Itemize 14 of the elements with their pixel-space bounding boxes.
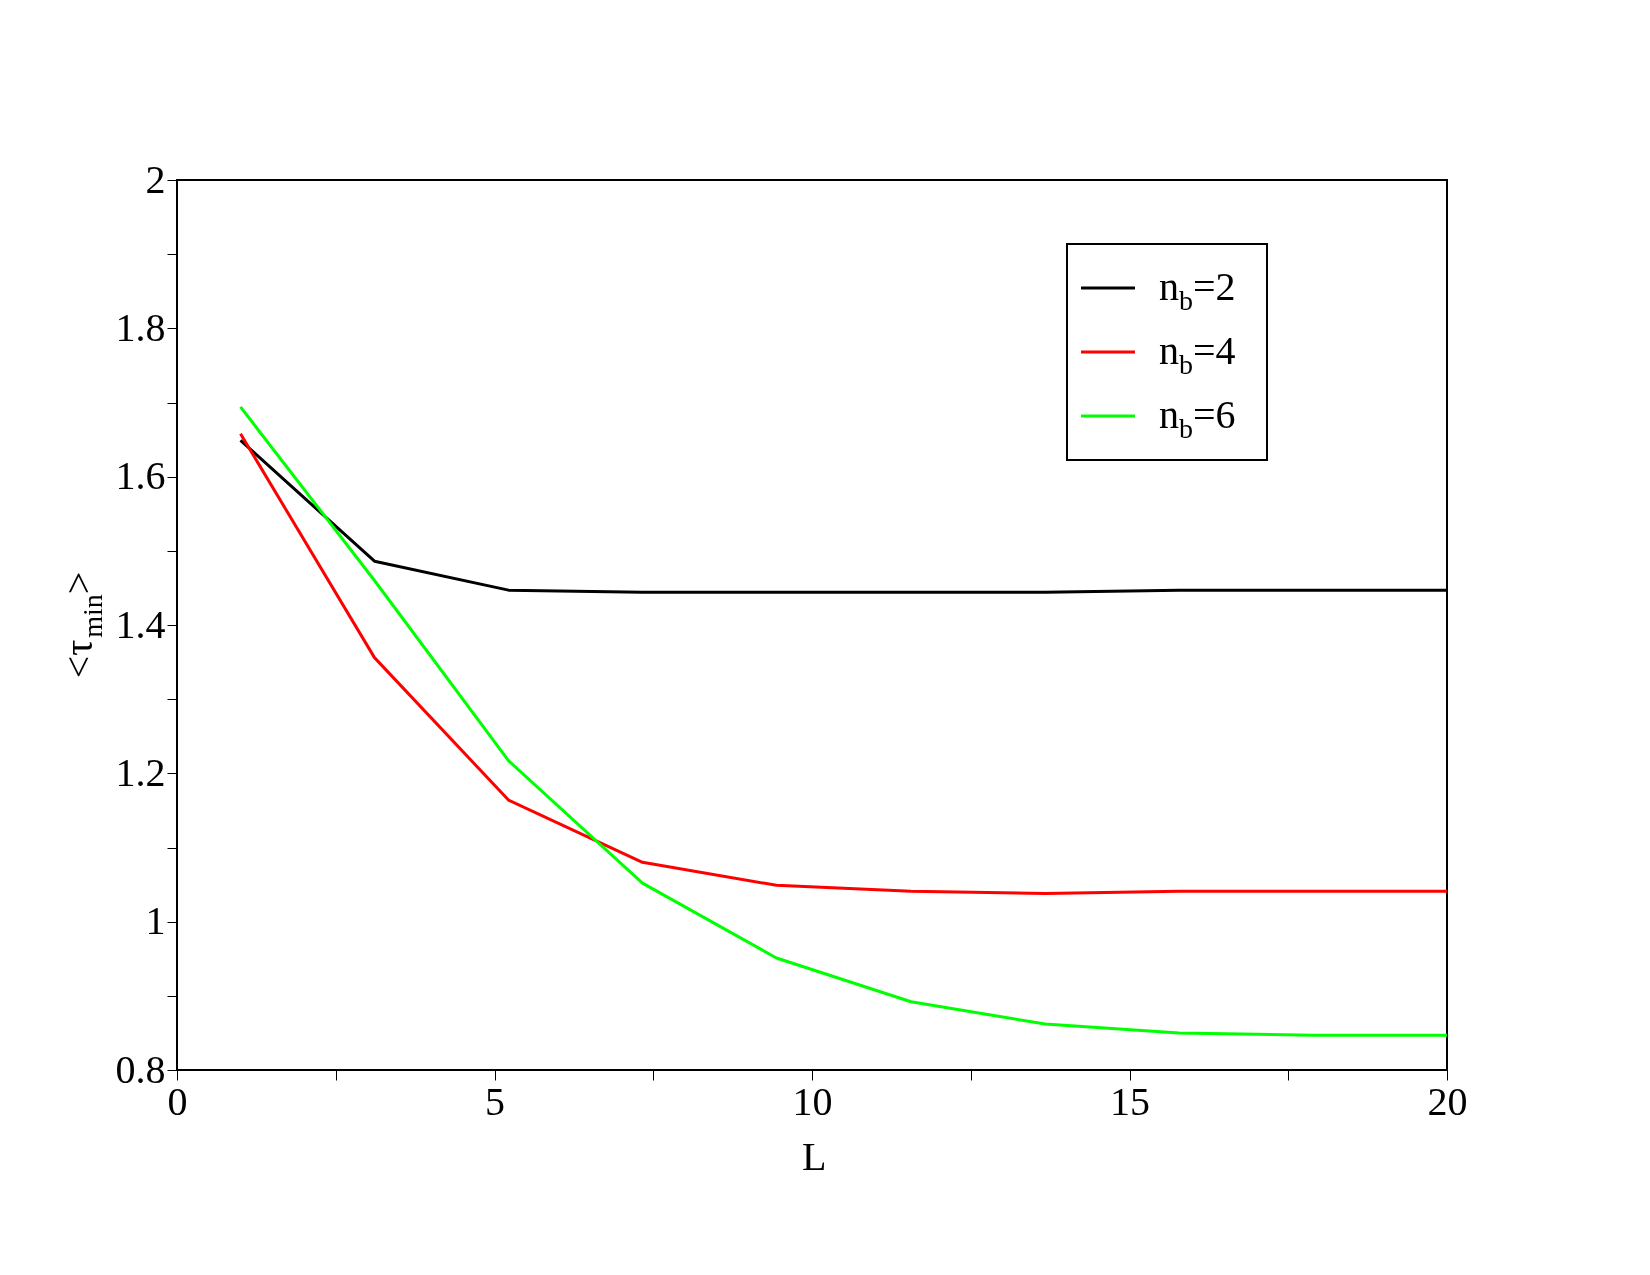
- y-tick-label: 0.8: [115, 1046, 166, 1092]
- x-tick-label: 5: [485, 1078, 505, 1124]
- x-axis-title: L: [802, 1134, 827, 1179]
- y-tick-label: 2: [145, 156, 166, 202]
- y-tick-label: 1: [145, 898, 166, 944]
- x-tick-label: 20: [1427, 1078, 1468, 1124]
- y-tick-label: 1.2: [115, 749, 166, 795]
- x-tick-label: 15: [1110, 1078, 1150, 1124]
- y-axis-title: <τmin>: [56, 571, 108, 679]
- x-tick-label: 0: [167, 1078, 188, 1124]
- y-tick-label: 1.8: [115, 304, 166, 350]
- y-tick-label: 1.6: [115, 453, 166, 499]
- y-tick-label: 1.4: [115, 601, 166, 647]
- x-tick-label: 10: [792, 1078, 833, 1124]
